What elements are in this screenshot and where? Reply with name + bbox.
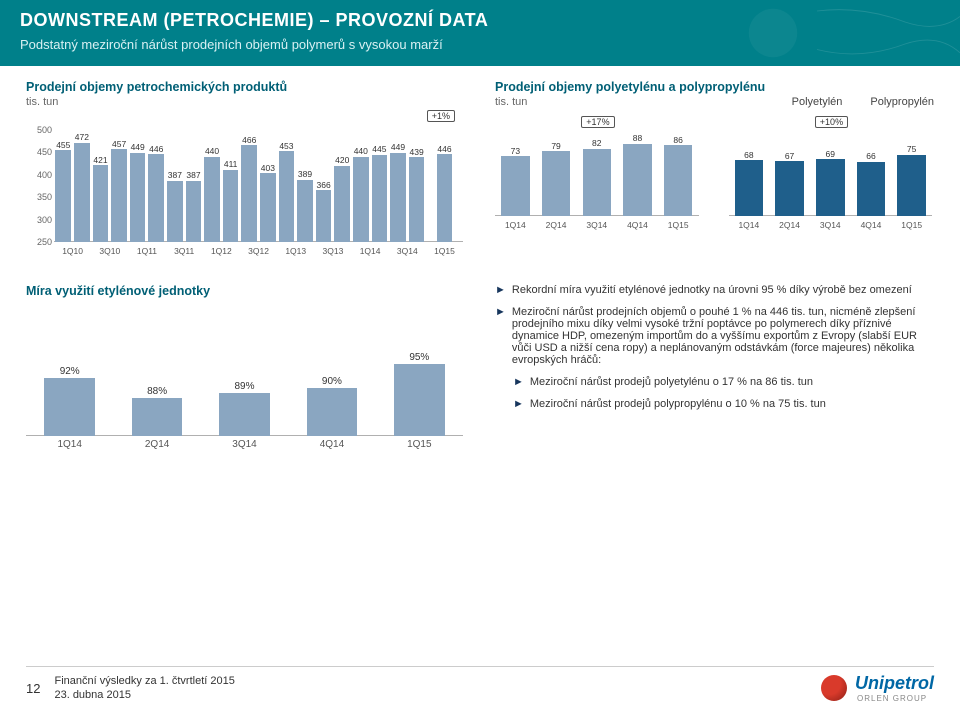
annotation: +17%	[581, 116, 614, 128]
logo-subtext: ORLEN GROUP	[857, 694, 934, 703]
bullet-arrow-icon: ►	[513, 398, 524, 410]
logo-text: Unipetrol	[855, 673, 934, 693]
bullet-item: ►Meziroční nárůst prodejních objemů o po…	[495, 306, 934, 366]
footer-line2: 23. dubna 2015	[54, 688, 234, 702]
ytick: 350	[26, 192, 52, 202]
bullet-list: ►Rekordní míra využití etylénové jednotk…	[495, 284, 934, 410]
left-chart-title: Prodejní objemy petrochemických produktů	[26, 80, 465, 94]
bullet-item: ►Meziroční nárůst prodejů polyetylénu o …	[513, 376, 934, 388]
right-chart-title: Prodejní objemy polyetylénu a polypropyl…	[495, 80, 934, 94]
bullet-item: ►Rekordní míra využití etylénové jednotk…	[495, 284, 934, 296]
ytick: 300	[26, 215, 52, 225]
utilization-chart: 92%1Q1488%2Q1489%3Q1490%4Q1495%1Q15	[26, 318, 465, 452]
ytick: 500	[26, 125, 52, 135]
bullet-arrow-icon: ►	[495, 306, 506, 366]
slide-footer: 12 Finanční výsledky za 1. čtvrtletí 201…	[26, 666, 934, 703]
legend-polypropylene: Polypropylén	[870, 96, 934, 108]
right-chart-units: tis. tun	[495, 96, 527, 108]
footer-line1: Finanční výsledky za 1. čtvrtletí 2015	[54, 674, 234, 688]
right-chart-legend: Polyetylén Polypropylén	[792, 96, 934, 108]
right-chart: 731Q14792Q14823Q14884Q14861Q15+17%681Q14…	[495, 120, 934, 246]
bullet-item: ►Meziroční nárůst prodejů polypropylénu …	[513, 398, 934, 410]
bullet-arrow-icon: ►	[495, 284, 506, 296]
annotation: +1%	[427, 110, 455, 122]
left-chart: 2503003504004505004554721Q104214573Q1044…	[26, 114, 465, 258]
annotation: +10%	[815, 116, 848, 128]
logo-ball-icon	[821, 675, 847, 701]
ytick: 450	[26, 147, 52, 157]
bullet-arrow-icon: ►	[513, 376, 524, 388]
ytick: 400	[26, 170, 52, 180]
left-chart-units: tis. tun	[26, 96, 465, 108]
page-number: 12	[26, 681, 40, 696]
slide-content: Prodejní objemy petrochemických produktů…	[0, 66, 960, 452]
utilization-title: Míra využití etylénové jednotky	[26, 284, 465, 298]
slide-header: DOWNSTREAM (PETROCHEMIE) – PROVOZNÍ DATA…	[0, 0, 960, 66]
company-logo: Unipetrol ORLEN GROUP	[821, 673, 934, 703]
ytick: 250	[26, 237, 52, 247]
header-decor	[740, 0, 960, 66]
legend-polyethylene: Polyetylén	[792, 96, 843, 108]
